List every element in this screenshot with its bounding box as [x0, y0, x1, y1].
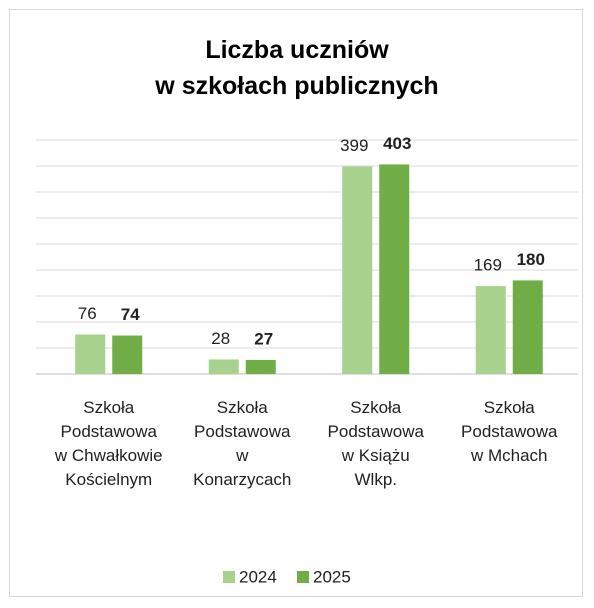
data-label: 27	[254, 329, 273, 348]
chart-border	[9, 9, 583, 597]
x-tick-label: Szkoła Podstawowa w Chwałkowie Kościelny…	[54, 398, 163, 489]
data-label: 403	[383, 134, 411, 153]
x-tick-label: Szkoła Podstawowa w Konarzycach	[193, 398, 292, 489]
bar	[475, 286, 506, 374]
bar	[379, 164, 410, 374]
data-label: 74	[121, 305, 140, 324]
data-label: 399	[340, 136, 368, 155]
x-tick-label: Szkoła Podstawowa w Książu Wlkp.	[327, 398, 424, 489]
bar	[342, 166, 373, 374]
bar	[245, 359, 276, 374]
legend-swatch	[223, 571, 235, 583]
legend-label: 2025	[313, 567, 351, 586]
legend-swatch	[297, 571, 309, 583]
data-label: 28	[211, 329, 230, 348]
chart-title: Liczba uczniów w szkołach publicznych	[155, 36, 439, 100]
x-tick-label: Szkoła Podstawowa w Mchach	[461, 398, 558, 465]
bar	[112, 335, 143, 374]
bar	[512, 280, 543, 374]
bar	[75, 334, 106, 374]
data-label: 76	[78, 304, 97, 323]
legend-label: 2024	[239, 567, 277, 586]
bar	[208, 359, 239, 374]
data-label: 169	[474, 256, 502, 275]
data-label: 180	[517, 250, 545, 269]
